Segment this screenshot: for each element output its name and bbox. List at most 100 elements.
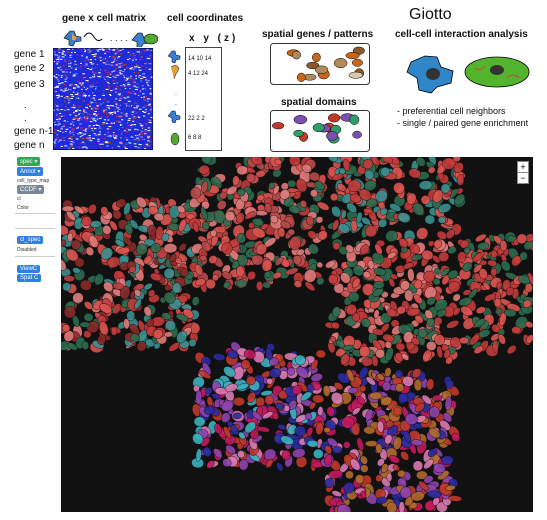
spatial-cell[interactable] bbox=[256, 194, 265, 201]
spatial-cell[interactable] bbox=[254, 242, 269, 257]
spatial-cell[interactable] bbox=[277, 423, 287, 431]
spatial-cell[interactable] bbox=[289, 236, 302, 251]
spatial-cell[interactable] bbox=[164, 331, 173, 338]
spatial-cell[interactable] bbox=[272, 184, 281, 195]
spatial-cell[interactable] bbox=[343, 482, 355, 494]
spatial-cell[interactable] bbox=[161, 232, 171, 242]
spatial-cell[interactable] bbox=[278, 187, 292, 201]
spatial-cell[interactable] bbox=[315, 276, 326, 287]
spatial-cell[interactable] bbox=[363, 208, 373, 214]
group-dropdown[interactable]: CCDF ▾ bbox=[17, 185, 45, 194]
spatial-cell[interactable] bbox=[80, 214, 94, 228]
spatial-cell[interactable] bbox=[348, 387, 358, 394]
spatial-cell[interactable] bbox=[204, 277, 218, 291]
spatial-cell[interactable] bbox=[133, 298, 143, 310]
spatial-cell[interactable] bbox=[296, 248, 306, 257]
spatial-cell[interactable] bbox=[235, 279, 248, 288]
spatial-cell[interactable] bbox=[441, 157, 456, 170]
spatial-cell[interactable] bbox=[255, 170, 266, 179]
spatial-cell[interactable] bbox=[313, 179, 326, 191]
spatial-cell[interactable] bbox=[398, 501, 405, 512]
spatial-cell[interactable] bbox=[222, 280, 232, 290]
spatial-cell[interactable] bbox=[246, 173, 256, 183]
spatial-cell[interactable] bbox=[162, 290, 178, 306]
spatial-cell[interactable] bbox=[426, 378, 435, 391]
spatial-cell[interactable] bbox=[221, 242, 233, 255]
spatial-cell[interactable] bbox=[260, 258, 273, 272]
spatial-cell[interactable] bbox=[288, 157, 302, 167]
spatial-cell[interactable] bbox=[414, 157, 427, 168]
spatial-cell[interactable] bbox=[377, 217, 389, 229]
spatial-cell[interactable] bbox=[193, 384, 200, 392]
spatial-cell[interactable] bbox=[386, 472, 393, 482]
spatial-cell[interactable] bbox=[257, 426, 270, 433]
spatial-cell[interactable] bbox=[396, 211, 412, 225]
spatial-cell[interactable] bbox=[201, 220, 211, 231]
spatial-cell[interactable] bbox=[237, 253, 248, 267]
spatial-cell[interactable] bbox=[307, 439, 319, 448]
spatial-cell[interactable] bbox=[299, 199, 308, 209]
spatial-cell[interactable] bbox=[153, 212, 165, 222]
spatial-cell[interactable] bbox=[115, 197, 127, 208]
spatial-cell[interactable] bbox=[407, 268, 415, 282]
spatial-cell[interactable] bbox=[256, 281, 264, 291]
spatial-cell[interactable] bbox=[301, 163, 313, 175]
spatial-cell[interactable] bbox=[399, 450, 411, 462]
spatial-cell[interactable] bbox=[200, 181, 209, 194]
spatial-cell[interactable] bbox=[306, 229, 318, 241]
spatial-cell[interactable] bbox=[72, 267, 81, 275]
spatial-cell[interactable] bbox=[62, 305, 77, 320]
spatial-cell[interactable] bbox=[388, 202, 402, 213]
spatial-cell[interactable] bbox=[66, 232, 74, 242]
spatial-cell[interactable] bbox=[431, 188, 445, 204]
spatial-cell[interactable] bbox=[149, 242, 162, 254]
spatial-cell[interactable] bbox=[177, 242, 188, 253]
spatial-cell[interactable] bbox=[235, 212, 246, 225]
spatial-cell[interactable] bbox=[133, 288, 142, 298]
spatial-cell[interactable] bbox=[100, 206, 109, 216]
spatial-cell[interactable] bbox=[108, 219, 119, 231]
spatial-cell[interactable] bbox=[219, 191, 228, 200]
spatial-cell[interactable] bbox=[323, 426, 331, 434]
spatial-cell[interactable] bbox=[198, 164, 210, 175]
spatial-cell[interactable] bbox=[264, 202, 272, 213]
spatial-cell[interactable] bbox=[134, 195, 148, 210]
spatial-cell[interactable] bbox=[459, 336, 469, 345]
spatial-cell[interactable] bbox=[129, 332, 141, 344]
spatial-cell[interactable] bbox=[224, 210, 236, 222]
spatial-cell[interactable] bbox=[277, 227, 286, 238]
spatial-cell[interactable] bbox=[172, 282, 182, 294]
spatial-cell[interactable] bbox=[221, 270, 234, 281]
spatial-cell[interactable] bbox=[316, 229, 330, 243]
spatial-cell[interactable] bbox=[83, 313, 94, 322]
spatial-cell[interactable] bbox=[164, 284, 172, 291]
spatial-cell[interactable] bbox=[246, 270, 257, 282]
spatial-cell[interactable] bbox=[93, 272, 105, 286]
zoom-out-button[interactable]: − bbox=[517, 172, 529, 184]
spatial-cell[interactable] bbox=[363, 178, 379, 192]
spatial-cell[interactable] bbox=[445, 319, 460, 330]
spatial-cell[interactable] bbox=[236, 265, 245, 278]
spatial-cell[interactable] bbox=[233, 397, 245, 407]
spatial-cell[interactable] bbox=[294, 177, 309, 194]
spatial-cell[interactable] bbox=[119, 285, 132, 300]
spatial-cell[interactable] bbox=[193, 263, 204, 276]
spatial-cell[interactable] bbox=[155, 225, 164, 240]
cl-spec-button[interactable]: cl_spec bbox=[17, 236, 44, 244]
spatial-cell[interactable] bbox=[424, 214, 435, 225]
spatial-cell[interactable] bbox=[356, 437, 365, 451]
spatial-cell[interactable] bbox=[83, 300, 95, 311]
spatial-cell[interactable] bbox=[285, 266, 299, 276]
spatial-cell[interactable] bbox=[413, 379, 423, 391]
spatial-cells-canvas[interactable] bbox=[61, 157, 533, 512]
spatial-cell[interactable] bbox=[316, 200, 331, 212]
spatial-cell[interactable] bbox=[192, 221, 200, 233]
spatial-cell[interactable] bbox=[106, 255, 122, 270]
spatial-cell[interactable] bbox=[149, 272, 162, 282]
spatial-cell[interactable] bbox=[98, 301, 114, 315]
spatial-cell[interactable] bbox=[225, 184, 238, 196]
spatial-cell[interactable] bbox=[135, 339, 149, 353]
spatial-cell[interactable] bbox=[412, 460, 424, 472]
spatial-cell[interactable] bbox=[147, 288, 157, 298]
spatial-cell[interactable] bbox=[372, 281, 385, 289]
